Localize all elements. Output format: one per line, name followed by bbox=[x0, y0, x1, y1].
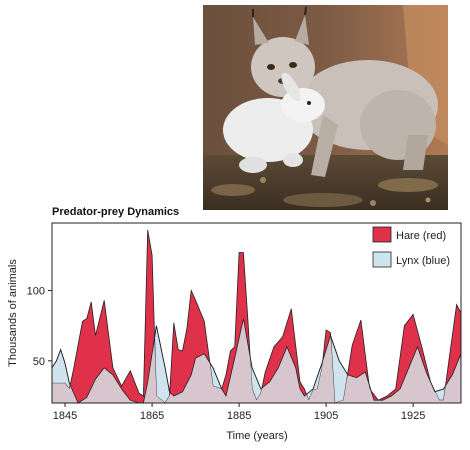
lynx-line bbox=[51, 318, 462, 404]
y-axis-ticks: 50 100 bbox=[27, 286, 52, 368]
y-tick-label: 50 bbox=[33, 356, 45, 368]
y-tick-label: 100 bbox=[27, 286, 45, 298]
legend-label-hare: Hare (red) bbox=[396, 230, 446, 242]
legend: Hare (red) Lynx (blue) bbox=[372, 226, 450, 268]
plot-area bbox=[51, 229, 462, 404]
x-tick-label: 1845 bbox=[53, 410, 77, 422]
predator-prey-chart: Predator-prey Dynamics 1845 1865 1885 1905 1… bbox=[7, 206, 462, 442]
lynx-figure bbox=[251, 6, 438, 177]
x-tick-label: 1925 bbox=[401, 410, 425, 422]
chart-title: Predator-prey Dynamics bbox=[52, 206, 179, 218]
plot-frame bbox=[51, 222, 462, 404]
x-axis-ticks: 1845 1865 1885 1905 1925 bbox=[53, 403, 425, 422]
x-tick-label: 1885 bbox=[227, 410, 251, 422]
lynx-hare-photo bbox=[203, 5, 448, 210]
ground-litter bbox=[211, 177, 438, 207]
x-axis-label: Time (years) bbox=[226, 430, 287, 442]
legend-label-lynx: Lynx (blue) bbox=[396, 255, 450, 267]
overlap-area bbox=[52, 318, 461, 403]
legend-swatch-hare bbox=[372, 226, 392, 243]
y-axis-label: Thousands of animals bbox=[7, 259, 19, 367]
legend-swatch-lynx bbox=[372, 251, 392, 268]
hare-figure bbox=[223, 72, 325, 173]
x-tick-label: 1905 bbox=[314, 410, 338, 422]
x-tick-label: 1865 bbox=[140, 410, 164, 422]
